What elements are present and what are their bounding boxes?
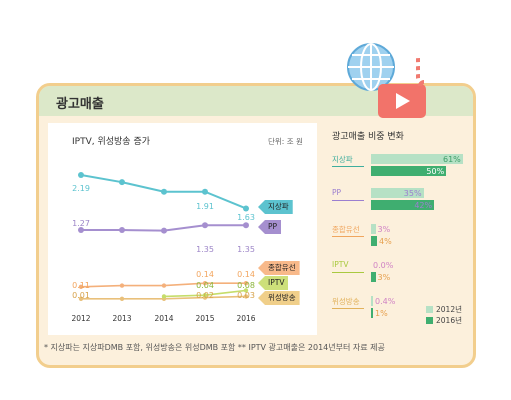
data-point	[243, 288, 249, 293]
share-value-label: 3%	[377, 225, 391, 234]
legend-swatch	[426, 317, 433, 324]
data-point	[243, 222, 249, 229]
share-bar	[371, 224, 376, 234]
x-tick-label: 2012	[71, 314, 91, 323]
data-point	[243, 205, 249, 212]
broadcast-signal-icon	[416, 58, 425, 89]
category-underline	[332, 200, 364, 201]
series-tag: IPTV	[258, 276, 289, 290]
share-category-label: IPTV	[332, 260, 349, 269]
share-bar	[371, 154, 463, 164]
unit-label: 단위: 조 원	[268, 137, 303, 146]
share-value-label: 4%	[379, 237, 392, 246]
category-underline	[332, 308, 364, 309]
category-underline	[332, 166, 364, 167]
data-point	[161, 294, 167, 299]
data-label: 1.27	[72, 219, 90, 228]
data-point	[119, 283, 125, 288]
data-point	[78, 284, 84, 289]
series-tag: PP	[258, 220, 282, 234]
data-point	[243, 294, 249, 299]
series-tag: 지상파	[258, 200, 293, 214]
data-point	[78, 227, 84, 233]
x-tick-label: 2015	[195, 314, 215, 323]
share-value-label: 3%	[377, 273, 391, 282]
share-bar	[371, 200, 435, 210]
x-tick-label: 2013	[112, 314, 132, 323]
card-title: 광고매출	[56, 97, 104, 112]
data-label: 0.02	[196, 291, 214, 300]
share-bar	[371, 236, 378, 246]
series-tag: 종합유선	[258, 261, 300, 275]
series-tag: 위성방송	[258, 291, 300, 305]
footnote: * 지상파는 지상파DMB 포함, 위성방송은 위성DMB 포함 ** IPTV…	[44, 343, 385, 352]
data-label: 1.35	[237, 245, 255, 254]
data-point	[78, 172, 84, 178]
data-label: 2.19	[72, 184, 90, 193]
data-point	[78, 296, 84, 301]
data-point	[119, 296, 125, 301]
share-bar	[371, 296, 373, 306]
share-bar	[371, 166, 447, 176]
data-point	[202, 281, 208, 286]
x-tick-label: 2016	[236, 314, 256, 323]
share-category-label: PP	[332, 188, 342, 197]
data-label: 0.03	[237, 291, 255, 300]
x-tick-label: 2014	[154, 314, 174, 323]
category-underline	[332, 272, 364, 273]
data-point	[161, 227, 167, 234]
category-underline	[332, 236, 364, 237]
data-point	[243, 281, 249, 286]
data-label: 1.91	[196, 202, 214, 211]
share-value-label: 42%	[414, 201, 433, 210]
data-point	[161, 283, 167, 288]
data-label: 0.14	[237, 270, 255, 279]
data-point	[119, 179, 125, 186]
data-label: 0.08	[237, 281, 255, 290]
share-bar	[371, 272, 376, 282]
share-chart-title: 광고매출 비중 변화	[332, 132, 404, 142]
share-bar	[371, 188, 424, 198]
share-value-label: 35%	[403, 189, 422, 198]
legend-label: 2016년	[436, 316, 462, 325]
data-label: 0.14	[196, 270, 214, 279]
share-value-label: 0.0%	[373, 261, 394, 270]
data-point	[161, 188, 167, 195]
data-label: 1.35	[196, 245, 214, 254]
share-bar	[371, 308, 373, 318]
data-label: 0.11	[72, 281, 90, 290]
share-value-label: 50%	[426, 167, 445, 176]
line-chart-title: IPTV, 위성방송 증가	[72, 137, 150, 147]
data-label: 0.04	[196, 281, 214, 290]
globe-icon	[347, 43, 395, 91]
data-label: 1.63	[237, 213, 255, 222]
video-play-icon	[378, 84, 426, 118]
share-category-label: 종합유선	[332, 225, 360, 234]
data-point	[119, 227, 125, 233]
share-value-label: 61%	[443, 155, 461, 164]
legend-label: 2012년	[436, 305, 462, 314]
share-value-label: 1%	[375, 309, 388, 318]
share-category-label: 위성방송	[332, 297, 360, 306]
legend-swatch	[426, 306, 433, 313]
data-point	[202, 293, 208, 298]
data-label: 0.01	[72, 291, 90, 300]
data-point	[202, 188, 208, 195]
data-point	[202, 222, 208, 229]
share-category-label: 지상파	[332, 155, 353, 164]
share-value-label: 0.4%	[375, 297, 396, 306]
